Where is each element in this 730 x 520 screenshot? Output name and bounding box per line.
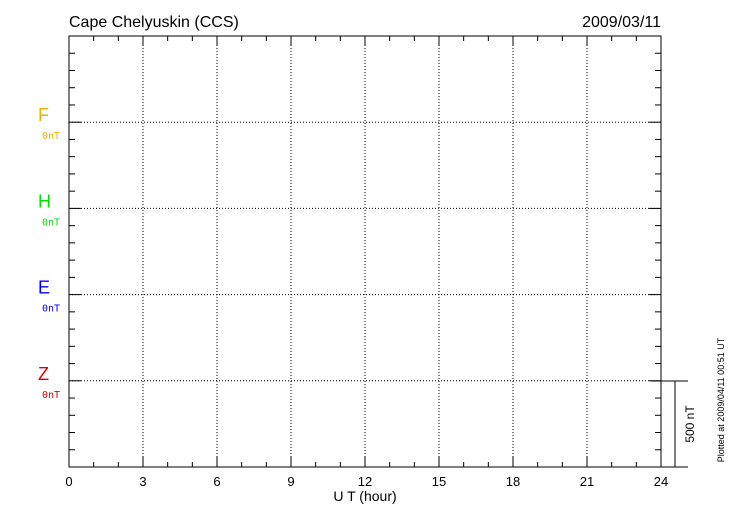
scale-label: 500 nT	[683, 405, 697, 443]
scale-bar: 500 nT	[652, 380, 697, 468]
series-name-E: E	[38, 278, 50, 298]
series-baseline-label: 0nT	[42, 217, 60, 228]
series-baseline-label: 0nT	[42, 304, 60, 315]
x-tick-label: 9	[287, 474, 294, 489]
x-tick-label: 21	[580, 474, 594, 489]
x-tick-label: 24	[654, 474, 668, 489]
chart-date: 2009/03/11	[582, 14, 661, 31]
chart-title: Cape Chelyuskin (CCS)	[69, 14, 239, 31]
series-baseline-label: 0nT	[42, 390, 60, 401]
x-tick-labels: 0 3 6 9 12 15 18 21 24	[65, 474, 668, 489]
x-tick-label: 15	[432, 474, 446, 489]
series-baseline-label: 0nT	[42, 131, 60, 142]
x-tick-label: 18	[506, 474, 520, 489]
series-name-F: F	[38, 105, 49, 125]
grid	[69, 36, 661, 467]
axis-ticks	[69, 36, 661, 467]
x-tick-label: 3	[139, 474, 146, 489]
x-tick-label: 12	[358, 474, 372, 489]
x-tick-label: 0	[65, 474, 72, 489]
x-axis-label: U T (hour)	[333, 488, 396, 504]
x-tick-label: 6	[213, 474, 220, 489]
plotted-at-footer: Plotted at 2009/04/11 00:51 UT	[716, 337, 726, 462]
series-name-H: H	[38, 191, 51, 211]
series-name-Z: Z	[38, 364, 49, 384]
series-labels: F 0nT H 0nT E 0nT Z 0nT	[38, 105, 60, 401]
